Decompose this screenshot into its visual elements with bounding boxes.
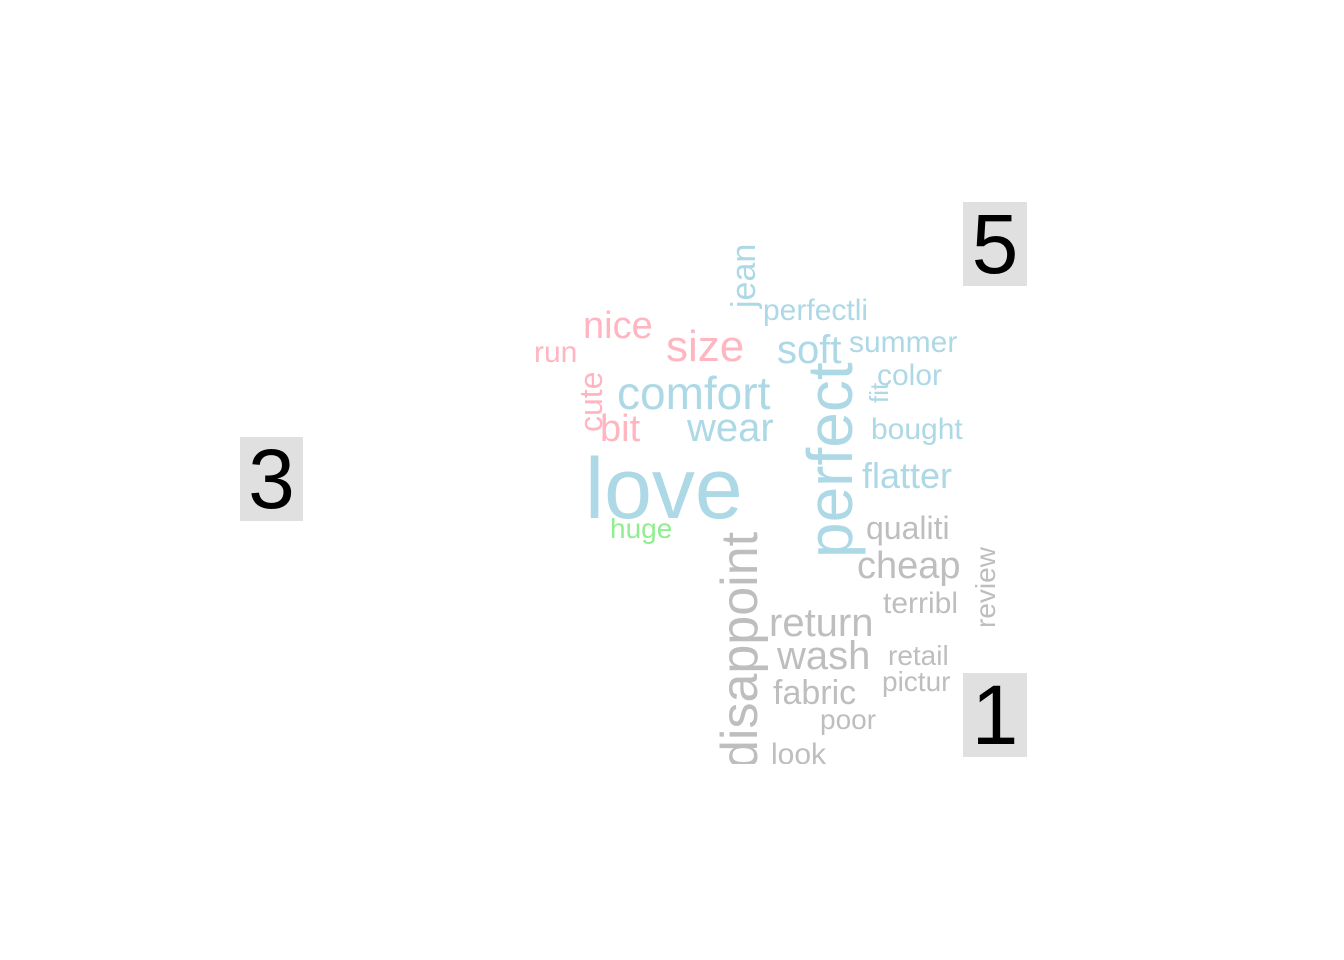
word-bit: bit — [600, 408, 641, 450]
word-bought: bought — [871, 413, 963, 446]
word-return: return — [769, 601, 874, 645]
word-wash: wash — [777, 634, 871, 678]
word-cloud-area: love perfect comfort wear soft jean perfectli s… — [534, 243, 1001, 765]
word-nice: nice — [583, 305, 653, 347]
group-label-1: 1 — [963, 673, 1027, 757]
word-huge: huge — [610, 513, 673, 544]
group-label-5: 5 — [963, 202, 1027, 286]
word-poor: poor — [820, 704, 877, 735]
word-terribl: terribl — [883, 587, 959, 620]
word-comfort: comfort — [617, 367, 771, 419]
word-cheap: cheap — [857, 545, 961, 587]
word-summer: summer — [849, 326, 958, 359]
word-love: love — [585, 441, 743, 537]
word-run: run — [534, 336, 578, 369]
word-wear: wear — [687, 406, 774, 450]
word-retail: retail — [888, 640, 949, 671]
word-fit: fit — [864, 382, 894, 403]
word-look: look — [771, 738, 827, 765]
word-perfect: perfect — [794, 362, 866, 558]
word-disappoint: disappoint — [711, 531, 769, 764]
word-qualiti: qualiti — [866, 510, 950, 546]
word-fabric: fabric — [773, 674, 857, 712]
word-perfectli: perfectli — [763, 294, 869, 327]
word-jean: jean — [725, 243, 763, 308]
word-review: review — [970, 547, 1001, 628]
word-size: size — [666, 322, 745, 371]
group-label-3: 3 — [240, 437, 303, 521]
word-flatter: flatter — [862, 455, 953, 496]
word-soft: soft — [777, 328, 842, 372]
word-pictur: pictur — [882, 666, 951, 697]
word-color: color — [877, 359, 943, 392]
